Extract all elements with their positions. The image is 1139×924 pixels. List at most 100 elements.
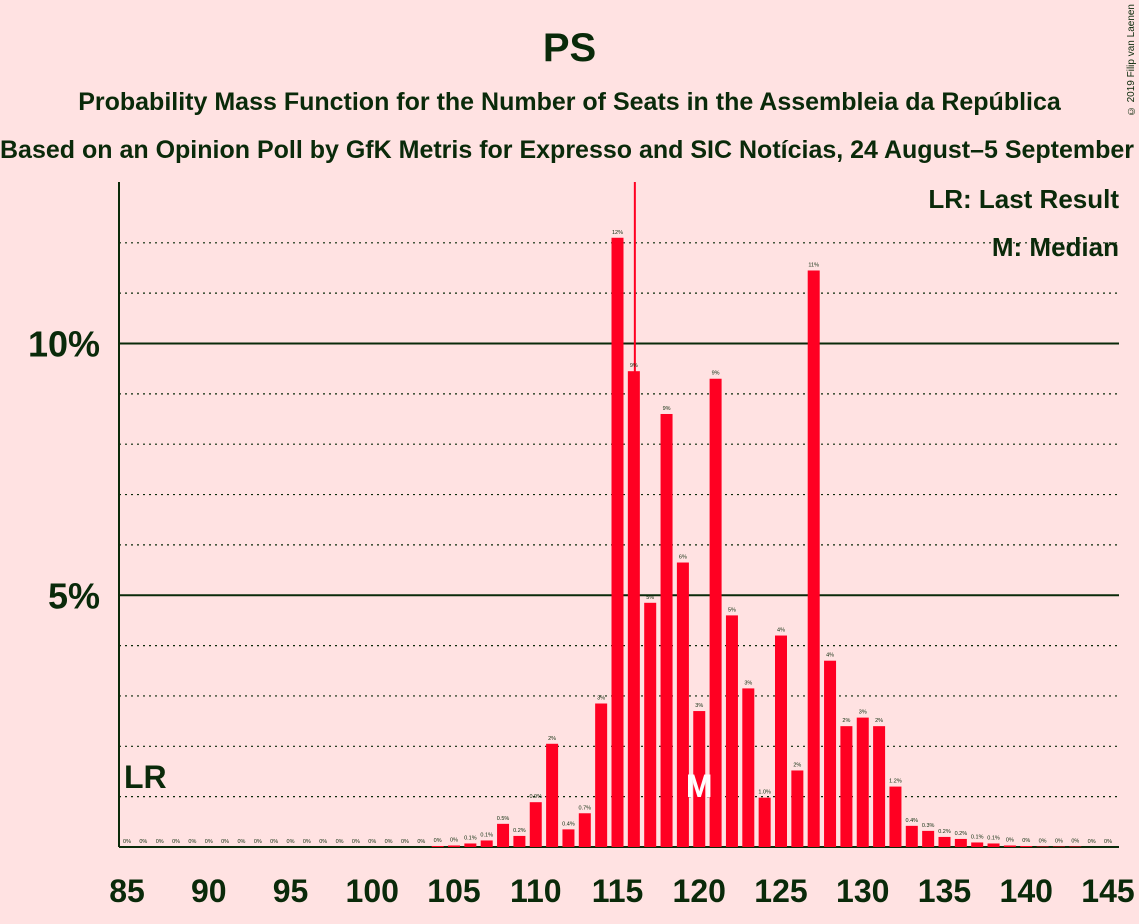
bar-data-label: 0% [319, 839, 327, 845]
bar [595, 703, 608, 847]
bar-data-label: 0.3% [922, 823, 935, 829]
bar [873, 726, 886, 847]
bar-data-label: 0% [401, 839, 409, 845]
bar-data-label: 0% [270, 839, 278, 845]
bar-data-label: 0% [303, 839, 311, 845]
x-tick-label: 95 [273, 873, 309, 909]
bar [562, 829, 575, 847]
bar-data-label: 0% [1104, 839, 1112, 845]
bar-data-label: 0% [1055, 838, 1063, 844]
bar [1020, 845, 1033, 847]
bar-data-label: 11% [808, 262, 819, 268]
bar [742, 688, 755, 847]
bar [546, 743, 559, 847]
bar [905, 825, 918, 847]
bar [709, 378, 722, 847]
x-tick-label: 125 [754, 873, 807, 909]
bar [1036, 846, 1049, 847]
bar [856, 717, 869, 847]
x-tick-label: 105 [427, 873, 480, 909]
bar-data-label: 0.4% [906, 818, 919, 824]
bar-data-label: 0% [1022, 838, 1030, 844]
bar-data-label: 0.1% [464, 835, 477, 841]
bar-data-label: 0.2% [938, 829, 951, 835]
bar [676, 562, 689, 847]
bar-data-label: 4% [777, 628, 785, 634]
bar [791, 770, 804, 847]
bar [480, 840, 493, 847]
x-tick-label: 135 [918, 873, 971, 909]
bar-data-label: 0% [368, 839, 376, 845]
last-result-marker-label: LR [124, 759, 167, 795]
bar [954, 838, 967, 847]
bar-data-label: 5% [728, 607, 736, 613]
y-tick-label: 5% [48, 575, 100, 616]
bar-data-label: 0% [139, 839, 147, 845]
bar-data-label: 4% [826, 653, 834, 659]
bar-data-label: 0% [1088, 839, 1096, 845]
bar-data-label: 3% [859, 710, 867, 716]
bar [889, 786, 902, 847]
bar-data-label: 0% [336, 839, 344, 845]
bar-data-label: 5% [646, 595, 654, 601]
bar-data-label: 3% [744, 680, 752, 686]
chart-subtitle: Probability Mass Function for the Number… [78, 88, 1061, 116]
bar [1052, 846, 1065, 847]
bar [448, 845, 460, 847]
bar [611, 237, 624, 847]
bar-data-label: 0% [1071, 838, 1079, 844]
bar-data-label: 0.2% [955, 831, 968, 837]
x-tick-label: 145 [1081, 873, 1134, 909]
bar [725, 615, 738, 847]
bar-data-label: 12% [612, 230, 623, 236]
bar [627, 371, 640, 847]
bar [513, 835, 526, 847]
x-tick-label: 140 [1000, 873, 1053, 909]
bar-data-label: 3% [597, 696, 605, 702]
x-tick-label: 90 [191, 873, 227, 909]
x-tick-label: 85 [109, 873, 145, 909]
bar-data-label: 0% [1039, 838, 1047, 844]
bar-data-label: 0% [221, 839, 229, 845]
bar-data-label: 0.9% [529, 794, 542, 800]
bar [431, 845, 444, 847]
bar-data-label: 9% [712, 371, 720, 377]
bar [464, 843, 477, 847]
bar-data-label: 0.2% [513, 828, 526, 834]
bar-data-label: 0.1% [480, 832, 493, 838]
bar-data-label: 0.1% [987, 835, 1000, 841]
bar-data-label: 0.7% [579, 805, 592, 811]
bar-data-label: 0% [205, 839, 213, 845]
x-tick-label: 130 [836, 873, 889, 909]
bar-data-label: 0% [172, 839, 180, 845]
bar-data-label: 9% [630, 363, 638, 369]
bar-data-label: 0% [417, 839, 425, 845]
bar-data-label: 0% [352, 839, 360, 845]
bar-data-label: 1.2% [889, 779, 902, 785]
median-marker-label: M [686, 768, 713, 804]
chart-title: PS [542, 26, 597, 70]
bar-data-label: 2% [875, 718, 883, 724]
bar-data-label: 1.0% [758, 790, 771, 796]
bar [644, 602, 657, 847]
x-tick-label: 110 [510, 873, 562, 909]
bar [758, 797, 771, 847]
bar-data-label: 0.5% [497, 816, 510, 822]
bar [529, 802, 542, 847]
bar [693, 711, 706, 847]
bar-data-label: 2% [793, 762, 801, 768]
bar [971, 842, 984, 847]
bar-data-label: 0% [434, 838, 442, 844]
bar [497, 823, 510, 847]
bar [840, 726, 853, 847]
y-tick-label: 10% [28, 324, 100, 365]
bar [1069, 846, 1082, 847]
bar [807, 270, 820, 847]
chart-subtitle-source: Based on an Opinion Poll by GfK Metris f… [0, 136, 1139, 164]
bar-data-label: 6% [679, 555, 687, 561]
bar-data-label: 0% [123, 839, 131, 845]
bar-data-label: 2% [548, 736, 556, 742]
bar-data-label: 2% [842, 718, 850, 724]
x-tick-label: 100 [346, 873, 399, 909]
